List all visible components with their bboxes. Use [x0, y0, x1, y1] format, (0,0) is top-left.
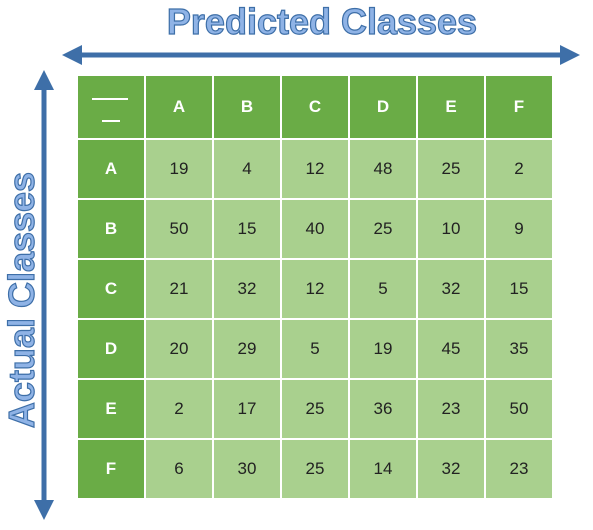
cell-d-d: 19 [348, 318, 418, 380]
table-row: B 50 15 40 25 10 9 [76, 198, 554, 260]
cell-c-b: 32 [212, 258, 282, 320]
confusion-matrix-table: A B C D E F A 19 4 12 48 25 2 B 50 15 40 25 10 9 C 21 32 12 5 32 1… [76, 74, 554, 500]
cell-f-a: 6 [144, 438, 214, 500]
row-header-e: E [76, 378, 146, 440]
column-header-a: A [144, 74, 214, 140]
row-header-b: B [76, 198, 146, 260]
cell-c-a: 21 [144, 258, 214, 320]
cell-a-b: 4 [212, 138, 282, 200]
cell-d-f: 35 [484, 318, 554, 380]
cell-f-c: 25 [280, 438, 350, 500]
cell-c-c: 12 [280, 258, 350, 320]
column-header-c: C [280, 74, 350, 140]
cell-e-c: 25 [280, 378, 350, 440]
cell-b-c: 40 [280, 198, 350, 260]
row-header-c: C [76, 258, 146, 320]
corner-cell [76, 74, 146, 140]
cell-e-b: 17 [212, 378, 282, 440]
table-row: E 2 17 25 36 23 50 [76, 378, 554, 440]
column-header-e: E [416, 74, 486, 140]
cell-b-a: 50 [144, 198, 214, 260]
cell-d-e: 45 [416, 318, 486, 380]
cell-d-c: 5 [280, 318, 350, 380]
table-row: A 19 4 12 48 25 2 [76, 138, 554, 200]
cell-c-f: 15 [484, 258, 554, 320]
cell-e-e: 23 [416, 378, 486, 440]
cell-b-e: 10 [416, 198, 486, 260]
row-header-d: D [76, 318, 146, 380]
cell-c-e: 32 [416, 258, 486, 320]
cell-b-d: 25 [348, 198, 418, 260]
column-header-f: F [484, 74, 554, 140]
cell-a-d: 48 [348, 138, 418, 200]
row-header-f: F [76, 438, 146, 500]
table-row: C 21 32 12 5 32 15 [76, 258, 554, 320]
cell-f-b: 30 [212, 438, 282, 500]
cell-e-f: 50 [484, 378, 554, 440]
cell-b-f: 9 [484, 198, 554, 260]
cell-a-f: 2 [484, 138, 554, 200]
table-row: D 20 29 5 19 45 35 [76, 318, 554, 380]
column-header-b: B [212, 74, 282, 140]
cell-f-f: 23 [484, 438, 554, 500]
cell-d-a: 20 [144, 318, 214, 380]
cell-a-c: 12 [280, 138, 350, 200]
cell-e-a: 2 [144, 378, 214, 440]
row-header-a: A [76, 138, 146, 200]
cell-f-d: 14 [348, 438, 418, 500]
cell-d-b: 29 [212, 318, 282, 380]
cell-c-d: 5 [348, 258, 418, 320]
column-header-d: D [348, 74, 418, 140]
cell-b-b: 15 [212, 198, 282, 260]
cell-a-a: 19 [144, 138, 214, 200]
cell-e-d: 36 [348, 378, 418, 440]
x-axis-label: Predicted Classes [166, 0, 478, 42]
cell-f-e: 32 [416, 438, 486, 500]
cell-a-e: 25 [416, 138, 486, 200]
table-row: F 6 30 25 14 32 23 [76, 438, 554, 500]
corner-diagonal-marks [78, 76, 144, 138]
